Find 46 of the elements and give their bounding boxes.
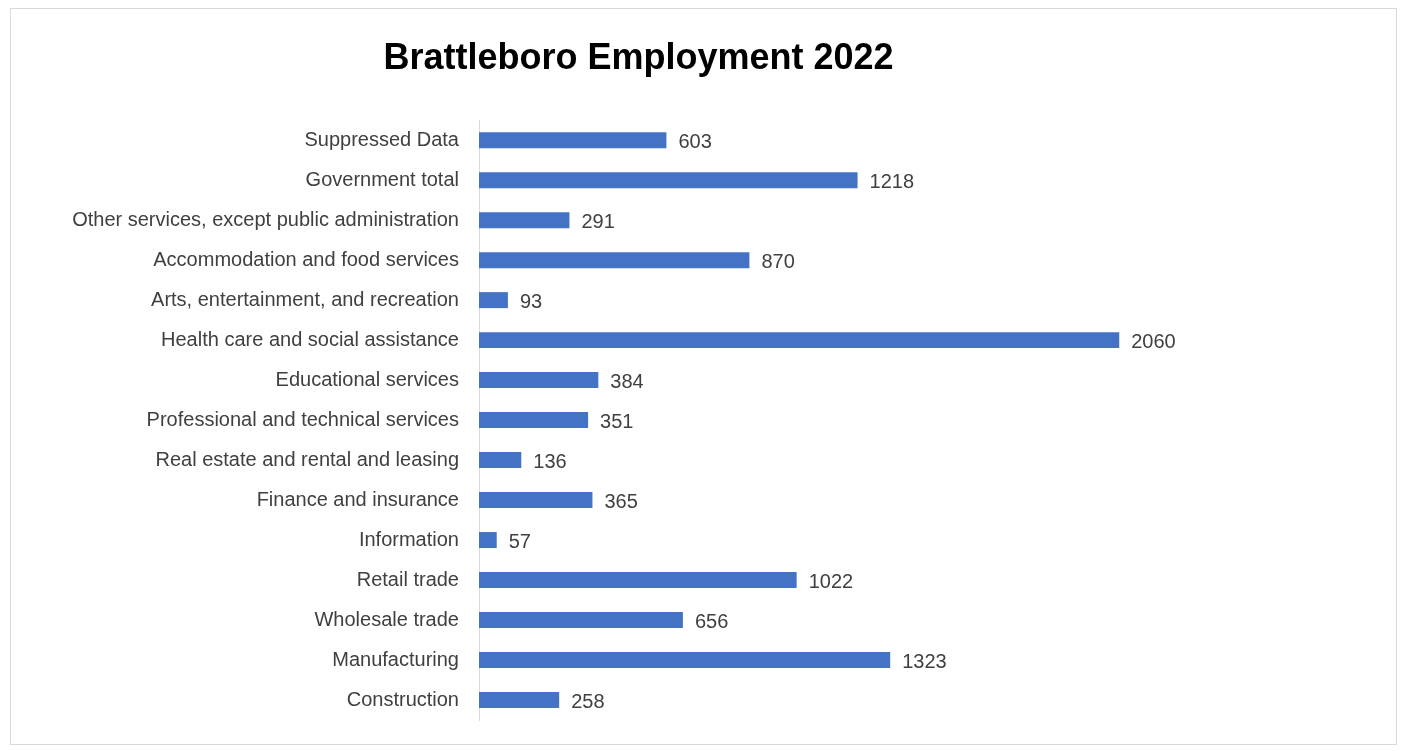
bar <box>479 452 522 469</box>
y-tick-label: Professional and technical services <box>146 407 459 430</box>
bar <box>479 652 891 669</box>
data-label: 603 <box>678 129 712 152</box>
bar <box>479 332 1120 349</box>
y-tick-label: Finance and insurance <box>256 487 459 510</box>
y-tick-label: Wholesale trade <box>314 607 459 630</box>
y-tick-label: Construction <box>346 687 459 710</box>
bar <box>479 132 667 149</box>
data-label: 1022 <box>808 569 854 592</box>
bar <box>479 172 858 189</box>
data-label: 2060 <box>1131 329 1176 352</box>
data-label: 291 <box>581 209 615 232</box>
data-label: 57 <box>508 529 531 552</box>
bar <box>479 212 570 229</box>
data-label: 351 <box>600 409 634 432</box>
bar <box>479 572 797 589</box>
y-tick-label: Arts, entertainment, and recreation <box>151 287 459 310</box>
data-label: 1323 <box>902 649 947 672</box>
y-tick-label: Retail trade <box>356 567 459 590</box>
bar <box>479 292 508 309</box>
data-label: 365 <box>604 489 638 512</box>
y-tick-label: Accommodation and food services <box>153 247 459 270</box>
data-label: 93 <box>519 289 543 312</box>
data-label: 258 <box>571 689 605 712</box>
bar <box>479 692 560 708</box>
y-tick-label: Government total <box>305 167 459 190</box>
chart-title: Brattleboro Employment 2022 <box>383 35 894 77</box>
y-tick-label: Educational services <box>275 367 459 390</box>
y-tick-label: Health care and social assistance <box>161 327 459 350</box>
y-tick-label: Manufacturing <box>332 647 459 670</box>
data-label: 136 <box>533 449 567 472</box>
data-label: 870 <box>761 249 795 272</box>
bar <box>479 532 497 549</box>
bar <box>479 612 683 629</box>
y-tick-label: Real estate and rental and leasing <box>155 447 459 470</box>
data-label: 384 <box>610 369 644 392</box>
y-tick-label: Other services, except public administration <box>72 207 459 230</box>
bar <box>479 492 593 509</box>
data-label: 1218 <box>869 169 915 192</box>
y-tick-label: Suppressed Data <box>304 127 460 150</box>
bar <box>479 372 599 389</box>
data-label: 656 <box>694 609 729 632</box>
bar <box>479 252 750 269</box>
bar <box>479 412 589 429</box>
y-tick-label: Information <box>358 527 459 550</box>
